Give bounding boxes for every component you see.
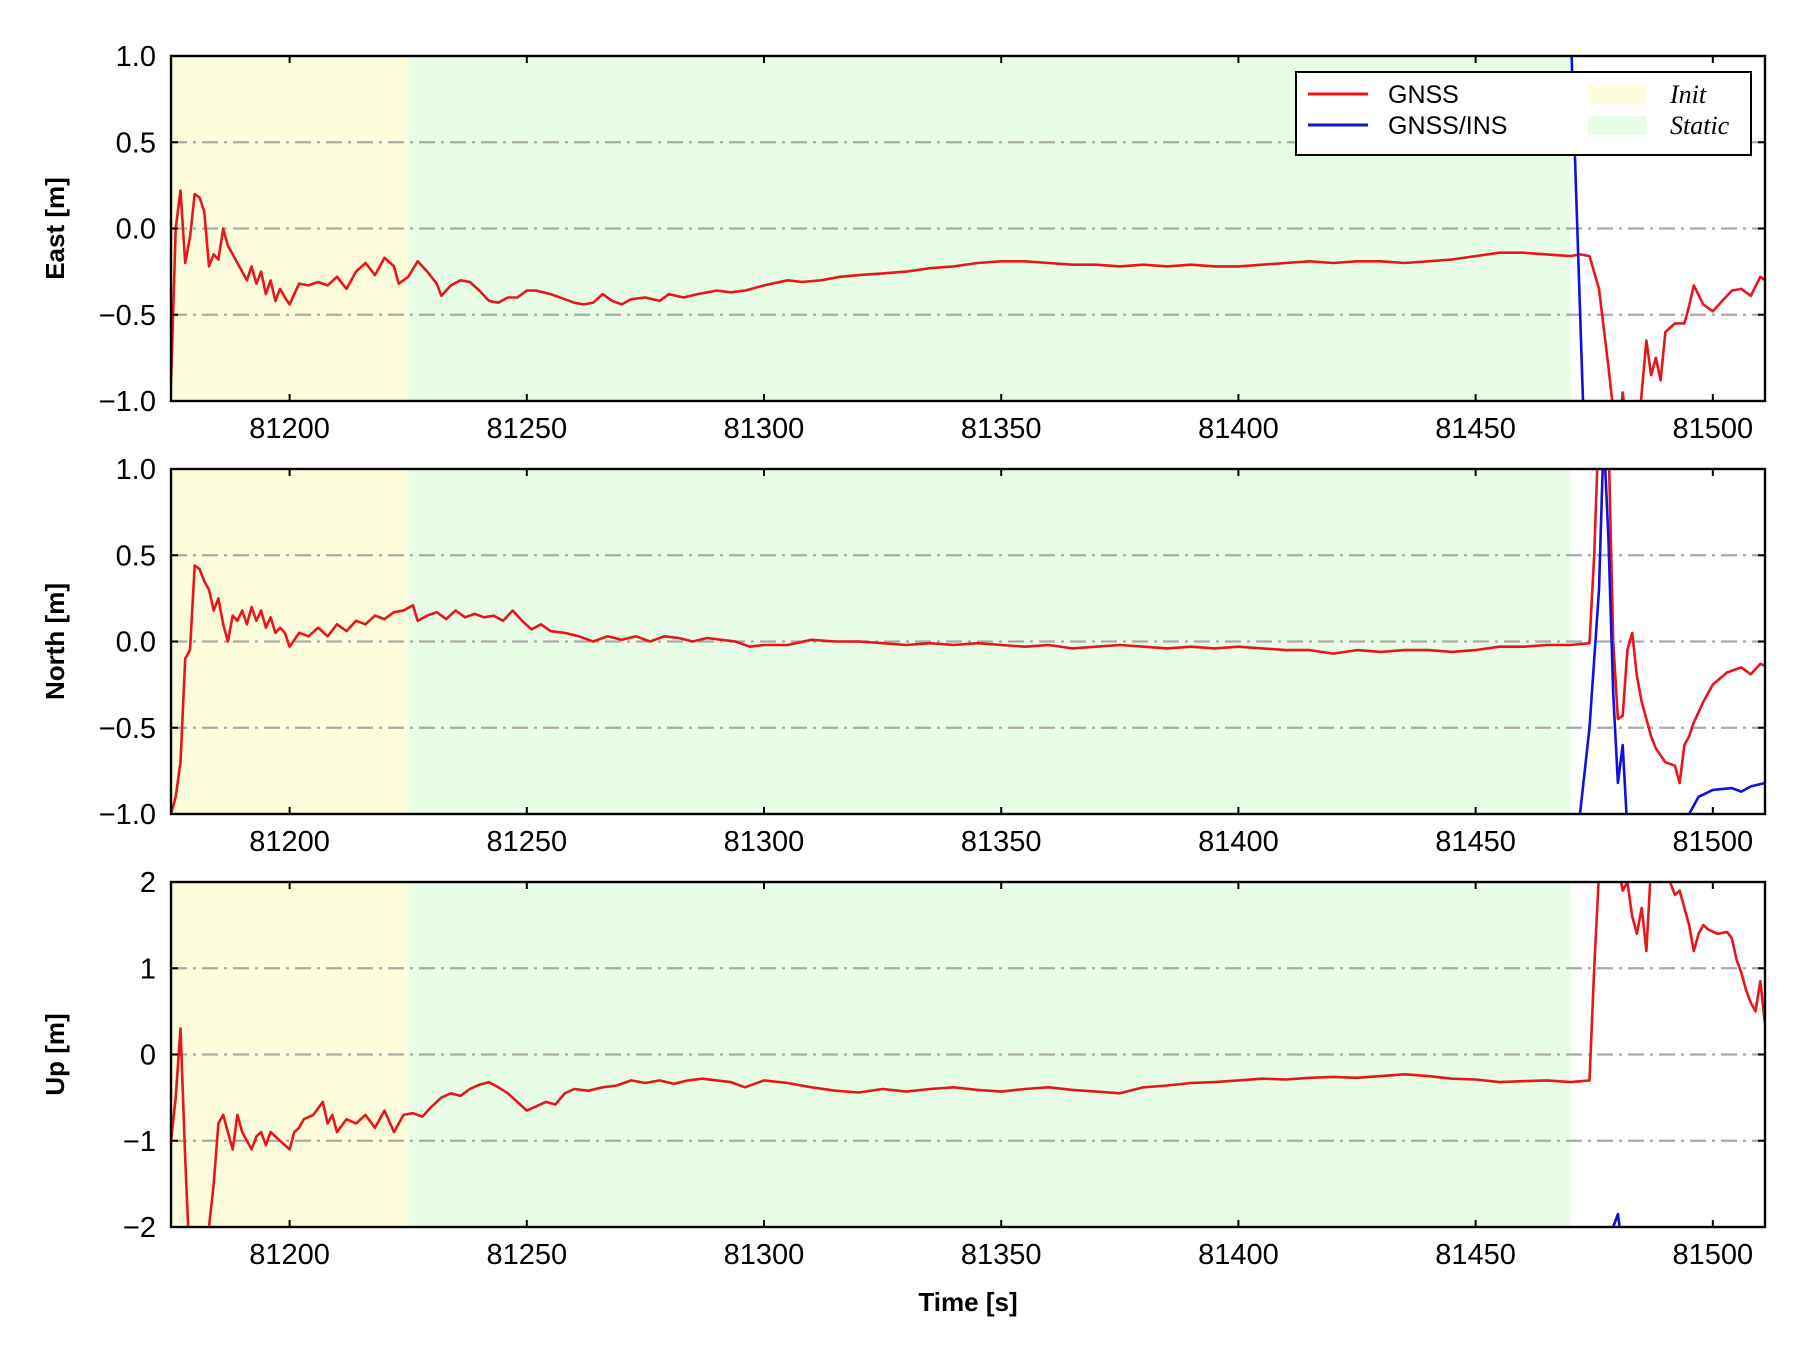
x-tick-label: 81450 [1435, 826, 1516, 858]
y-tick-label: 2 [140, 867, 156, 899]
legend-patch-swatch [1588, 85, 1646, 104]
x-tick-label: 81400 [1198, 413, 1279, 445]
panel-3: 81200 81250 81300 81350 81400 81450 81500 2 1 0 −1… [40, 867, 1767, 1317]
legend-patch-swatch [1588, 116, 1646, 135]
x-tick-label: 81350 [961, 413, 1042, 445]
y-tick-label: 0 [140, 1040, 156, 1072]
x-tick-label: 81200 [249, 826, 330, 858]
y-axis-label: East [m] [40, 177, 70, 280]
y-tick-label: −0.5 [99, 300, 156, 332]
y-axis-label: Up [m] [40, 1013, 70, 1095]
x-tick-label: 81500 [1672, 826, 1753, 858]
series-gnss-ins-line [1611, 1212, 1621, 1227]
legend-label: GNSS/INS [1388, 112, 1507, 140]
panel-2: 81200 81250 81300 81350 81400 81450 81500 1.0 0.… [40, 454, 1767, 858]
legend-label: Static [1670, 111, 1730, 140]
x-tick-label: 81250 [486, 1239, 567, 1271]
legend-label: Init [1669, 80, 1707, 109]
x-tick-label: 81350 [961, 826, 1042, 858]
y-tick-label: −1.0 [99, 799, 156, 831]
y-tick-label: 0.0 [116, 214, 156, 246]
series-gnss-ins-line [1578, 469, 1628, 814]
y-tick-label: −0.5 [99, 713, 156, 745]
legend-label: GNSS [1388, 81, 1459, 109]
y-tick-label: 1 [140, 953, 156, 985]
x-tick-label: 81200 [249, 1239, 330, 1271]
x-tick-label: 81250 [486, 826, 567, 858]
series-gnss-line [171, 189, 1765, 401]
x-tick-label: 81450 [1435, 1239, 1516, 1271]
x-tick-label: 81400 [1198, 826, 1279, 858]
y-tick-label: −1.0 [99, 386, 156, 418]
y-axis-label: North [m] [40, 583, 70, 700]
x-tick-label: 81400 [1198, 1239, 1279, 1271]
series-gnss-line [171, 882, 1765, 1227]
series-gnss-ins-line [1687, 781, 1765, 814]
x-axis-label: Time [s] [918, 1287, 1017, 1317]
y-tick-label: 0.5 [116, 540, 156, 572]
legend-box [1295, 71, 1752, 156]
x-tick-label: 81450 [1435, 413, 1516, 445]
x-tick-label: 81350 [961, 1239, 1042, 1271]
x-tick-label: 81300 [724, 413, 805, 445]
x-tick-label: 81300 [724, 826, 805, 858]
y-tick-label: 1.0 [116, 454, 156, 486]
y-tick-label: −1 [123, 1126, 156, 1158]
x-tick-label: 81500 [1672, 413, 1753, 445]
x-tick-label: 81300 [724, 1239, 805, 1271]
series-gnss-line [171, 469, 1765, 814]
x-tick-label: 81250 [486, 413, 567, 445]
y-tick-label: 0.0 [116, 627, 156, 659]
y-tick-label: 1.0 [116, 41, 156, 73]
y-tick-label: −2 [123, 1212, 156, 1244]
y-tick-label: 0.5 [116, 127, 156, 159]
x-tick-label: 81500 [1672, 1239, 1753, 1271]
x-tick-label: 81200 [249, 413, 330, 445]
